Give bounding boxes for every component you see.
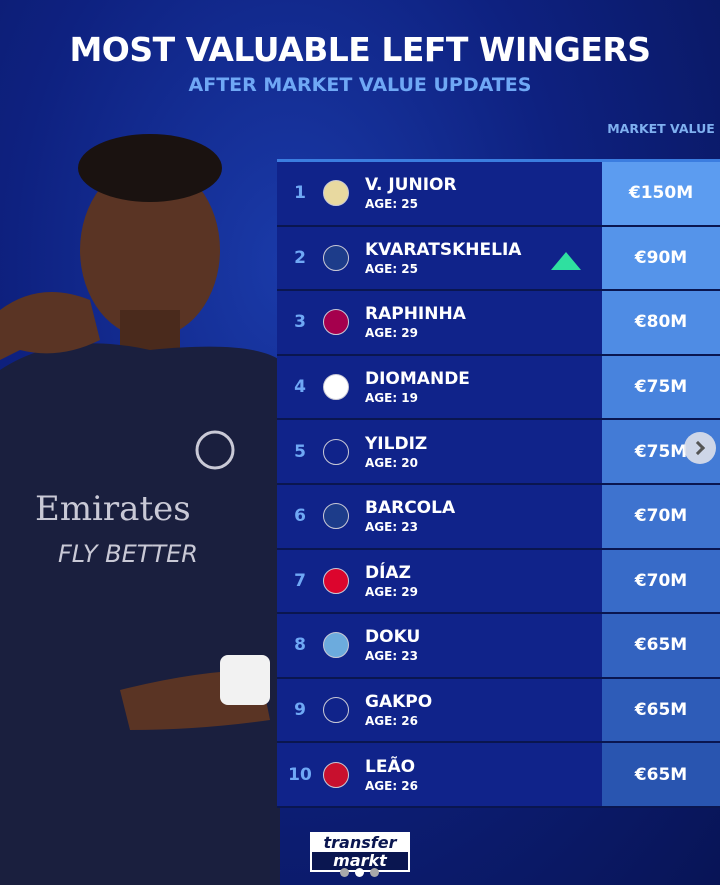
player-name: V. JUNIOR: [365, 175, 457, 196]
bayern-crest-icon: [323, 567, 349, 594]
player-name: DOKU: [365, 627, 421, 648]
player-age: AGE: 29: [365, 326, 419, 341]
player-age: AGE: 26: [365, 778, 419, 793]
player-age: AGE: 25: [365, 197, 419, 212]
rank: 2: [294, 247, 306, 268]
svg-text:FLY BETTER: FLY BETTER: [58, 540, 198, 568]
player-name: BARCOLA: [365, 498, 456, 519]
market-value: €90M: [602, 226, 720, 290]
psg-crest-icon: [323, 244, 349, 271]
player-name: DIOMANDE: [365, 369, 470, 390]
carousel-dot[interactable]: [370, 868, 379, 877]
player-age: AGE: 26: [365, 714, 419, 729]
player-name: KVARATSKHELIA: [365, 239, 522, 260]
table-row: 4 DIOMANDE AGE: 19 €75M: [277, 355, 720, 421]
market-value: €70M: [602, 549, 720, 613]
market-value: €65M: [602, 743, 720, 806]
rank: 5: [294, 441, 306, 462]
logo-line2: markt: [312, 852, 408, 870]
trend-up-icon: [551, 251, 581, 270]
carousel-dot[interactable]: [340, 868, 349, 877]
market-value-header: MARKET VALUE: [607, 121, 715, 136]
chevron-right-icon: [690, 440, 706, 456]
table-row: 8 DOKU AGE: 23 €65M: [277, 614, 720, 679]
player-age: AGE: 23: [365, 520, 419, 535]
market-value: €80M: [602, 291, 720, 354]
page-title: MOST VALUABLE LEFT WINGERS: [69, 30, 651, 69]
svg-text:Emirates: Emirates: [35, 489, 191, 529]
table-row: 1 V. JUNIOR AGE: 25 €150M: [277, 162, 720, 227]
rank: 10: [288, 764, 312, 785]
ac-milan-crest-icon: [323, 761, 349, 788]
juventus-crest-icon: [323, 438, 349, 465]
player-photo: Emirates FLY BETTER: [0, 134, 280, 885]
barcelona-crest-icon: [323, 309, 349, 336]
next-slide-button[interactable]: [684, 432, 716, 464]
player-age: AGE: 20: [365, 455, 419, 470]
liverpool-crest-icon: [323, 697, 349, 724]
market-value: €150M: [602, 162, 720, 225]
player-name: LEÃO: [365, 756, 416, 777]
ranking-table: 1 V. JUNIOR AGE: 25 €150M 2 KVARATSKHELIA…: [277, 159, 720, 808]
page-subtitle: AFTER MARKET VALUE UPDATES: [188, 74, 532, 96]
carousel-dot-active[interactable]: [355, 868, 364, 877]
man-city-crest-icon: [323, 632, 349, 659]
player-age: AGE: 19: [365, 391, 419, 406]
player-name: RAPHINHA: [365, 304, 466, 325]
player-age: AGE: 29: [365, 584, 419, 599]
table-row: 6 BARCOLA AGE: 23 €70M: [277, 484, 720, 550]
rb-leipzig-crest-icon: [323, 374, 349, 401]
rank: 7: [294, 570, 306, 591]
table-row: 5 YILDIZ AGE: 20 €75M: [277, 420, 720, 485]
rank: 3: [294, 312, 306, 333]
transfermarkt-logo: transfer markt: [310, 832, 410, 872]
rank: 9: [294, 700, 306, 721]
table-row: 9 GAKPO AGE: 26 €65M: [277, 678, 720, 744]
table-row: 10 LEÃO AGE: 26 €65M: [277, 743, 720, 808]
logo-line1: transfer: [323, 833, 397, 852]
market-value: €70M: [602, 484, 720, 548]
market-value: €65M: [602, 678, 720, 742]
player-name: YILDIZ: [365, 433, 428, 454]
carousel-dots: [340, 868, 379, 877]
rank: 6: [294, 506, 306, 527]
market-value: €75M: [602, 355, 720, 419]
table-row: 2 KVARATSKHELIA AGE: 25 €90M: [277, 226, 720, 292]
table-row: 3 RAPHINHA AGE: 29 €80M: [277, 291, 720, 356]
player-name: GAKPO: [365, 692, 433, 713]
rank: 4: [294, 377, 306, 398]
player-age: AGE: 25: [365, 261, 419, 276]
market-value: €65M: [602, 614, 720, 677]
table-row: 7 DÍAZ AGE: 29 €70M: [277, 549, 720, 615]
rank: 8: [294, 635, 306, 656]
psg-crest-icon: [323, 503, 349, 530]
player-name: DÍAZ: [365, 562, 411, 583]
real-madrid-crest-icon: [323, 180, 349, 207]
rank: 1: [294, 183, 306, 204]
player-age: AGE: 23: [365, 649, 419, 664]
